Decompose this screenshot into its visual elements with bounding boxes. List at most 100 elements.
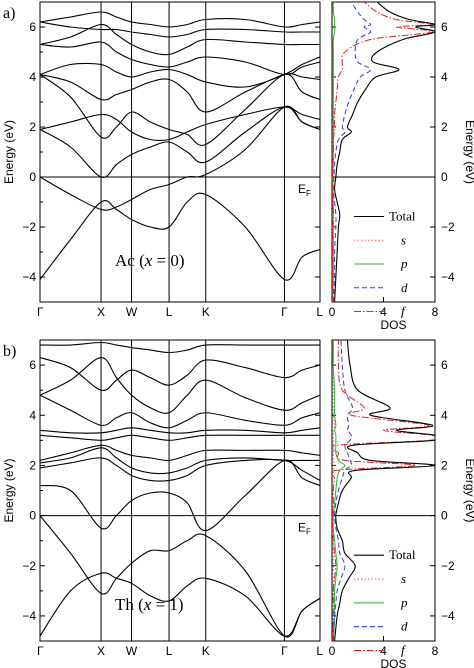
- band-line-12: [40, 341, 320, 354]
- legend-label-s: s: [401, 571, 406, 586]
- dos-y-tick-label: −2: [441, 220, 455, 234]
- k-point-label: K: [202, 305, 210, 319]
- band-line-10: [40, 21, 320, 38]
- k-point-label: W: [126, 644, 138, 658]
- band-line-8: [40, 41, 320, 76]
- dos-curve-Total: [334, 340, 435, 641]
- k-point-label: Γ: [37, 305, 44, 319]
- dos-y-axis-title: Energy (eV): [463, 458, 474, 522]
- dos-curve-Total: [333, 2, 435, 302]
- dos-y-tick-label: 2: [441, 120, 448, 134]
- material-label-part: x: [143, 595, 152, 614]
- legend-label-p: p: [400, 256, 408, 271]
- dos-plot-frame: [331, 339, 436, 642]
- legend-label-Total: Total: [389, 209, 416, 224]
- band-line-7: [40, 56, 320, 88]
- dos-y-tick-label: 0: [441, 170, 448, 184]
- dos-plot-frame: [331, 1, 436, 303]
- dos-y-axis-title: Energy (eV): [463, 120, 474, 184]
- band-line-6: [40, 73, 320, 113]
- dos-curve-p: [332, 340, 346, 641]
- panel-label: b): [3, 343, 16, 360]
- dos-curve-f: [332, 340, 435, 641]
- y-tick-label: 6: [29, 358, 36, 372]
- dos-x-axis-title: DOS: [380, 318, 406, 332]
- dos-x-tick-label: 0: [329, 644, 336, 658]
- y-tick-label: 2: [29, 120, 36, 134]
- y-tick-label: −4: [22, 609, 36, 623]
- legend-label-f: f: [401, 304, 407, 319]
- y-tick-label: 6: [29, 20, 36, 34]
- dos-y-tick-label: 6: [441, 358, 448, 372]
- fermi-label-main: E: [298, 521, 306, 535]
- bands-group: [40, 11, 320, 281]
- material-label-part: = 0): [152, 251, 184, 270]
- legend-label-d: d: [401, 619, 408, 634]
- material-label-part: = 1): [151, 595, 183, 614]
- band-line-8: [40, 427, 320, 434]
- dos-y-tick-label: 0: [441, 509, 448, 523]
- dos-curves: [332, 340, 435, 641]
- k-point-label: W: [126, 305, 138, 319]
- legend-label-d: d: [401, 280, 408, 295]
- band-line-9: [40, 23, 320, 56]
- band-line-2: [40, 515, 320, 638]
- dos-y-tick-label: −2: [441, 559, 455, 573]
- k-point-label: X: [97, 644, 105, 658]
- material-label-part: Th (: [115, 595, 144, 614]
- band-line-1: [40, 192, 320, 281]
- dos-y-tick-label: −4: [441, 609, 455, 623]
- fermi-label-sub: F: [306, 189, 311, 198]
- k-point-label: K: [202, 644, 210, 658]
- band-line-10: [40, 357, 320, 414]
- y-tick-label: 4: [29, 70, 36, 84]
- legend-label-p: p: [400, 595, 408, 610]
- dos-x-tick-label: 8: [432, 305, 439, 319]
- dos-y-tick-label: 2: [441, 458, 448, 472]
- fermi-label: EF: [298, 521, 311, 537]
- y-tick-label: 0: [29, 509, 36, 523]
- y-tick-label: 2: [29, 458, 36, 472]
- fermi-label-main: E: [298, 182, 306, 196]
- y-axis-title: Energy (eV): [2, 458, 16, 522]
- dos-x-tick-label: 8: [432, 644, 439, 658]
- legend-label-f: f: [401, 643, 407, 658]
- material-label: Th (x = 1): [115, 595, 184, 614]
- material-label: Ac (x = 0): [115, 251, 185, 270]
- dos-y-tick-label: 4: [441, 70, 448, 84]
- panel-a: Γ X W L K Γ L −4 −2 0 2 4 6 Energy (eV) a) Ac (x = 0) EF…: [2, 1, 474, 332]
- k-point-label: Γ: [281, 644, 288, 658]
- dos-curves: [332, 2, 435, 302]
- k-point-label: L: [316, 305, 323, 319]
- band-line-5: [40, 447, 320, 475]
- k-point-label: X: [97, 305, 105, 319]
- y-tick-label: 0: [29, 170, 36, 184]
- band-line-4: [40, 106, 320, 141]
- legend-label-s: s: [401, 232, 406, 247]
- k-point-label: Γ: [281, 305, 288, 319]
- k-point-label: L: [166, 644, 173, 658]
- band-line-6: [40, 444, 320, 461]
- band-line-9: [40, 394, 320, 429]
- panel-b: Γ X W L K Γ L −4 −2 0 2 4 6 Energy (eV) b) Th (x = 1) EF…: [2, 339, 474, 668]
- dos-curve-f: [332, 2, 433, 302]
- legend-label-Total: Total: [389, 547, 416, 562]
- y-tick-label: −4: [22, 270, 36, 284]
- y-tick-label: −2: [22, 220, 36, 234]
- dos-curve-d: [332, 340, 354, 641]
- dos-curve-d: [332, 2, 372, 302]
- dos-x-axis-title: DOS: [380, 657, 406, 668]
- bands-group: [40, 341, 320, 638]
- fermi-label: EF: [298, 182, 311, 198]
- fermi-label-sub: F: [306, 528, 311, 537]
- dos-y-tick-label: −4: [441, 270, 455, 284]
- y-tick-label: −2: [22, 559, 36, 573]
- band-line-4: [40, 457, 320, 482]
- k-point-label: Γ: [37, 644, 44, 658]
- k-point-label: L: [316, 644, 323, 658]
